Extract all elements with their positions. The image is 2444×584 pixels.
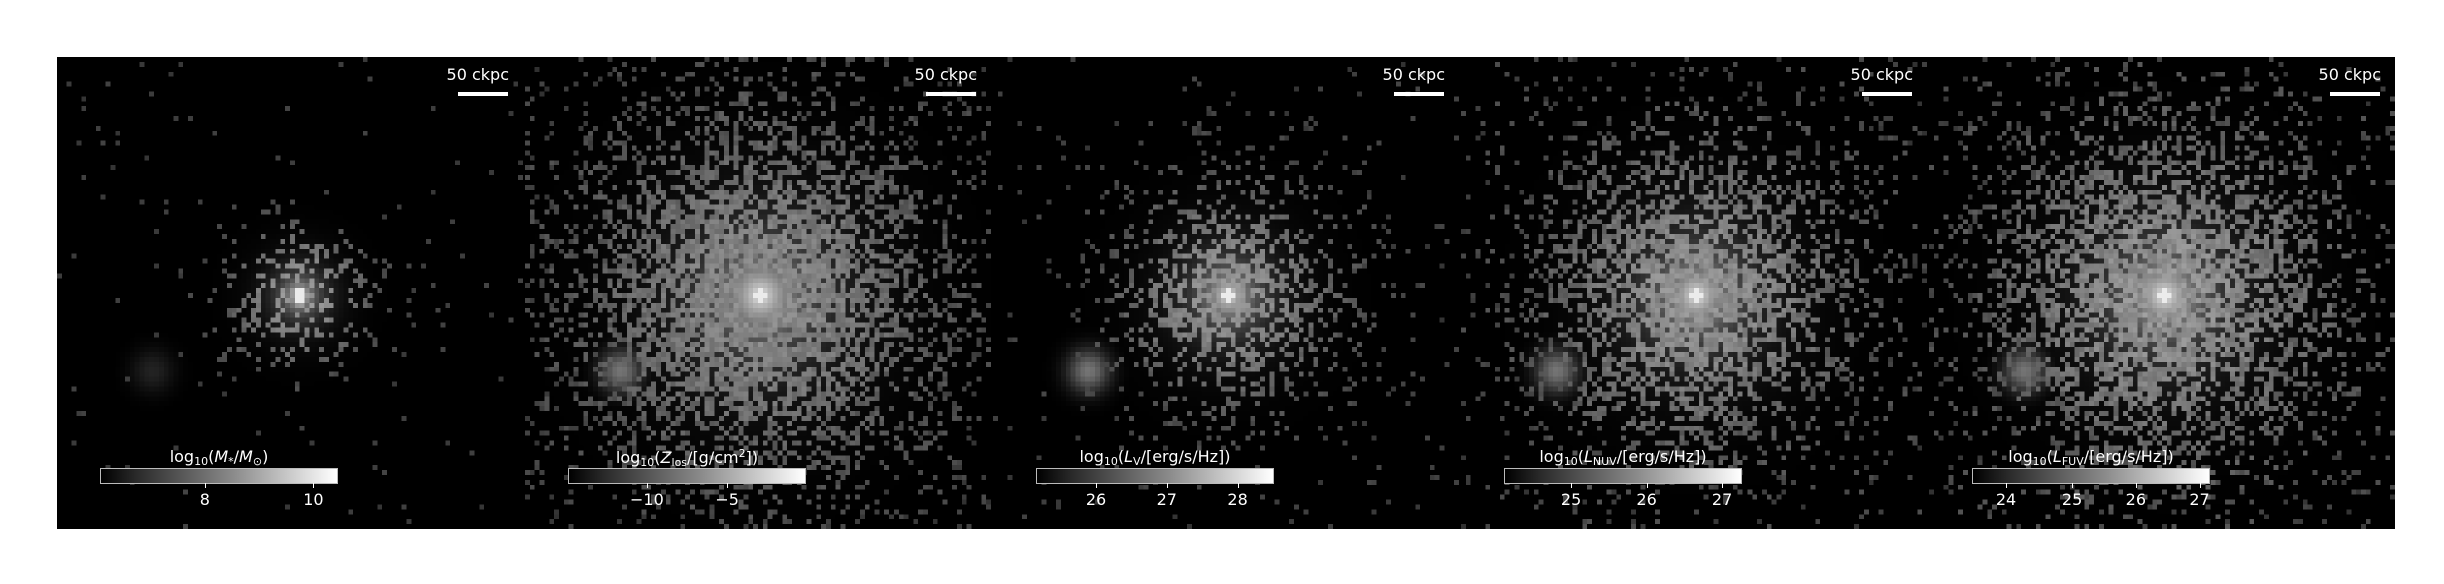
colorbar-tick-label: 27 xyxy=(2189,490,2210,509)
image-metal-mass xyxy=(525,57,991,529)
colorbar-tick-label: 10 xyxy=(303,490,324,509)
colorbar-tick-label: 27 xyxy=(1711,490,1733,509)
colorbar-tick-label: 26 xyxy=(2125,490,2147,509)
panel-luminosity-fuv: 50 ckpc log10(LFUV/[erg/s/Hz]) 24 25 26 27 xyxy=(1929,57,2395,529)
scalebar-line xyxy=(458,92,508,96)
scalebar-line xyxy=(2330,92,2380,96)
colorbar-tick-label: 25 xyxy=(1560,490,1582,509)
colorbar xyxy=(568,468,806,484)
colorbar-tick xyxy=(204,483,206,488)
colorbar-tick xyxy=(2072,483,2074,488)
colorbar-title: log10(M*/M⊙) xyxy=(169,447,269,468)
colorbar-tick xyxy=(727,483,729,488)
colorbar-tick xyxy=(313,483,315,488)
colorbar xyxy=(1972,468,2210,484)
colorbar-title: log10(LNUV/[erg/s/Hz]) xyxy=(1539,447,1707,468)
colorbar-tick xyxy=(1571,483,1573,488)
panel-metal-mass: 50 ckpc log10(Zlos/[g/cm2]) −10 −5 xyxy=(525,57,991,529)
colorbar-title: log10(LV/[erg/s/Hz]) xyxy=(1079,447,1231,468)
scalebar-label: 50 ckpc xyxy=(914,65,977,84)
image-luminosity-nuv xyxy=(1461,57,1927,529)
figure: 50 ckpc log10(M*/M⊙) 8 10 50 ckpc log10(Zlos/… xyxy=(57,57,2395,529)
scalebar-line xyxy=(1862,92,1912,96)
colorbar-tick xyxy=(1646,483,1648,488)
scalebar-label: 50 ckpc xyxy=(1850,65,1913,84)
colorbar-tick xyxy=(2135,483,2137,488)
image-luminosity-fuv xyxy=(1929,57,2395,529)
colorbar-tick xyxy=(2199,483,2201,488)
colorbar-tick-label: 24 xyxy=(1995,490,2017,509)
colorbar-tick xyxy=(1237,483,1239,488)
colorbar-tick-label: −5 xyxy=(715,490,739,509)
scalebar-line xyxy=(1394,92,1444,96)
colorbar-tick xyxy=(1096,483,1097,488)
colorbar xyxy=(100,468,338,484)
colorbar-tick-label: 27 xyxy=(1156,490,1177,509)
image-luminosity-v xyxy=(993,57,1459,529)
colorbar-tick xyxy=(1166,483,1168,488)
scalebar-label: 50 ckpc xyxy=(1382,65,1445,84)
colorbar xyxy=(1504,468,1742,484)
colorbar xyxy=(1036,468,1274,484)
colorbar-tick-label: 28 xyxy=(1227,490,1248,509)
panel-luminosity-nuv: 50 ckpc log10(LNUV/[erg/s/Hz]) 25 26 27 xyxy=(1461,57,1927,529)
image-stellar-mass xyxy=(57,57,523,529)
scalebar-label: 50 ckpc xyxy=(2318,65,2381,84)
colorbar-tick-label: −10 xyxy=(629,490,664,509)
colorbar-tick-label: 26 xyxy=(1085,490,1107,509)
colorbar-tick xyxy=(2006,483,2008,488)
colorbar-title: log10(Zlos/[g/cm2]) xyxy=(615,447,759,469)
scalebar-line xyxy=(926,92,976,96)
panel-luminosity-v: 50 ckpc log10(LV/[erg/s/Hz]) 26 27 28 xyxy=(993,57,1459,529)
colorbar-tick xyxy=(1722,483,1724,488)
scalebar-label: 50 ckpc xyxy=(446,65,509,84)
colorbar-tick-label: 25 xyxy=(2061,490,2083,509)
colorbar-title: log10(LFUV/[erg/s/Hz]) xyxy=(2008,447,2174,468)
panel-stellar-mass: 50 ckpc log10(M*/M⊙) 8 10 xyxy=(57,57,523,529)
colorbar-tick-label: 8 xyxy=(199,490,210,509)
colorbar-tick xyxy=(646,483,648,488)
colorbar-tick-label: 26 xyxy=(1636,490,1657,509)
